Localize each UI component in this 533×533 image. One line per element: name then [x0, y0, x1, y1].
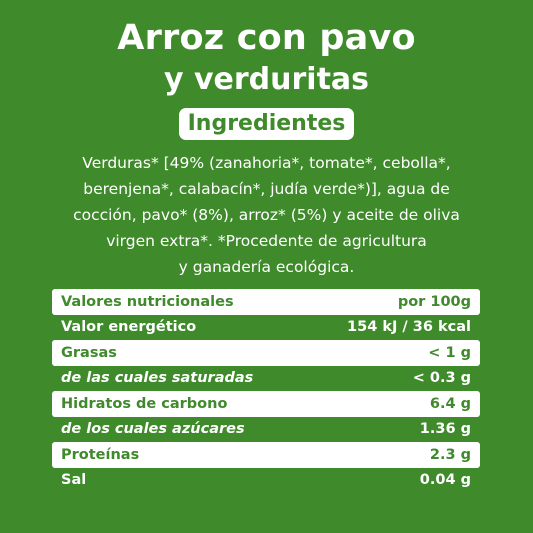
ingredients-line: virgen extra*. *Procedente de agricultur…	[106, 232, 427, 250]
ingredients-text: Verduras* [49% (zanahoria*, tomate*, ceb…	[40, 150, 493, 280]
nutrition-row-energy: Valor energético 154 kJ / 36 kcal	[52, 315, 480, 341]
nutrition-label: Valores nutricionales	[61, 293, 234, 310]
nutrition-label: Valor energético	[61, 319, 197, 336]
nutrition-table: Valores nutricionales por 100g Valor ene…	[52, 289, 480, 493]
ingredients-line: y ganadería ecológica.	[178, 258, 355, 276]
nutrition-value: 2.3 g	[429, 446, 471, 463]
nutrition-row-carbs: Hidratos de carbono 6.4 g	[52, 391, 480, 417]
nutrition-row-saturated: de las cuales saturadas < 0.3 g	[52, 366, 480, 392]
nutrition-value: < 1 g	[428, 344, 471, 361]
nutrition-label: de las cuales saturadas	[61, 370, 254, 387]
product-title-line1: Arroz con pavo	[117, 18, 416, 58]
ingredients-badge: Ingredientes	[178, 108, 355, 140]
nutrition-value: 0.04 g	[419, 472, 471, 489]
nutrition-value: < 0.3 g	[412, 370, 471, 387]
nutrition-value: 6.4 g	[429, 395, 471, 412]
ingredients-line: Verduras* [49% (zanahoria*, tomate*, ceb…	[82, 154, 451, 172]
ingredients-badge-wrap: Ingredientes	[0, 108, 533, 140]
ingredients-line: cocción, pavo* (8%), arroz* (5%) y aceit…	[73, 206, 460, 224]
nutrition-label: de los cuales azúcares	[61, 421, 245, 438]
nutrition-value: por 100g	[397, 293, 471, 310]
nutrition-row-protein: Proteínas 2.3 g	[52, 442, 480, 468]
nutrition-label: Sal	[61, 472, 87, 489]
nutrition-label: Hidratos de carbono	[61, 395, 228, 412]
nutrition-row-sugars: de los cuales azúcares 1.36 g	[52, 417, 480, 443]
nutrition-label: Proteínas	[61, 446, 140, 463]
nutrition-value: 154 kJ / 36 kcal	[347, 319, 471, 336]
ingredients-line: berenjena*, calabacín*, judía verde*)], …	[83, 180, 450, 198]
nutrition-label: Grasas	[61, 344, 117, 361]
nutrition-row-salt: Sal 0.04 g	[52, 468, 480, 494]
nutrition-row-fat: Grasas < 1 g	[52, 340, 480, 366]
nutrition-value: 1.36 g	[419, 421, 471, 438]
nutrition-header-row: Valores nutricionales por 100g	[52, 289, 480, 315]
product-title-line2: y verduritas	[163, 62, 370, 97]
